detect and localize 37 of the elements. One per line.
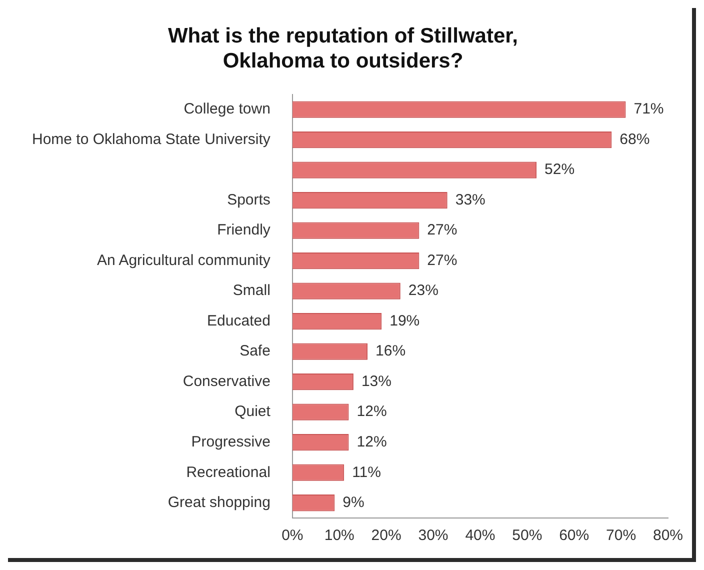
- data-label: 33%: [455, 191, 486, 208]
- y-tick-label: Progressive: [191, 434, 270, 450]
- x-tick-label: 10%: [324, 527, 354, 544]
- x-tick-label: 50%: [512, 527, 542, 544]
- x-tick-label: 20%: [371, 527, 402, 544]
- y-tick-label: Great shopping: [168, 494, 270, 512]
- y-tick-label: Sports: [227, 191, 270, 208]
- data-label: 13%: [361, 372, 392, 390]
- y-tick-label: Home to Oklahoma State University: [32, 130, 271, 148]
- x-tick-label: 60%: [559, 527, 590, 544]
- x-tick-label: 40%: [465, 527, 496, 544]
- data-label: 16%: [376, 342, 406, 360]
- data-label: 19%: [390, 312, 420, 330]
- y-tick-label: Educated: [207, 312, 270, 330]
- chart-title: What is the reputation of Stillwater, Oklahoma to outsiders?: [168, 24, 518, 73]
- y-tick-label: Small: [232, 282, 270, 300]
- y-tick-label: College town: [184, 100, 270, 118]
- y-tick-label: Recreational: [186, 464, 270, 481]
- data-label: 12%: [356, 403, 387, 420]
- data-label: 11%: [352, 464, 381, 481]
- data-label: 68%: [620, 130, 650, 148]
- data-label: 12%: [356, 434, 387, 450]
- data-label: 9%: [342, 494, 364, 512]
- x-tick-label: 0%: [282, 527, 304, 544]
- data-label: 71%: [634, 100, 664, 118]
- data-label: 52%: [544, 161, 575, 178]
- x-tick-label: 80%: [652, 527, 684, 544]
- y-tick-label: Friendly: [217, 222, 271, 239]
- y-tick-label: Quiet: [234, 403, 272, 420]
- y-tick-label: An Agricultural community: [97, 252, 271, 269]
- y-tick-label: Conservative: [182, 372, 270, 390]
- x-tick-label: 70%: [606, 527, 636, 544]
- x-tick-label: 30%: [418, 527, 448, 544]
- data-label: 27%: [427, 252, 458, 269]
- y-tick-label: Safe: [240, 342, 270, 360]
- data-label: 23%: [408, 282, 438, 300]
- data-label: 27%: [427, 222, 458, 239]
